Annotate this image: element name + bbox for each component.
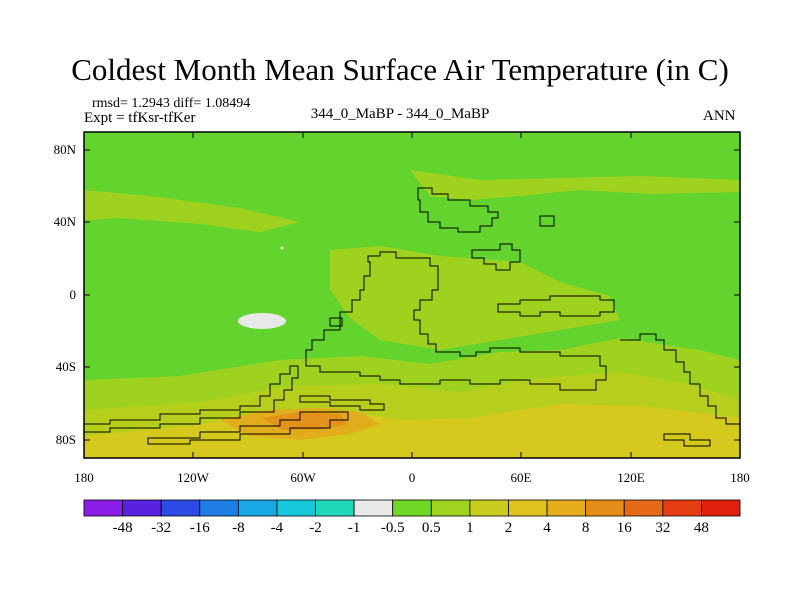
stats-line: rmsd= 1.2943 diff= 1.08494 (92, 96, 250, 112)
coast-central-continent (305, 251, 607, 391)
colorbar-swatch (546, 499, 587, 517)
lon-tick-label: 180 (74, 470, 94, 485)
colorbar-swatch (199, 499, 239, 517)
colorbar-label: -48 (112, 520, 133, 536)
colorbar-label: 0.5 (421, 520, 441, 536)
colorbar-label: 8 (581, 520, 590, 536)
colorbar-label: -4 (270, 520, 284, 536)
colorbar-swatch (83, 499, 123, 517)
colorbar-label: 1 (466, 520, 474, 536)
colorbar-swatch (508, 499, 548, 517)
colorbar (83, 499, 741, 517)
rmsd-value: rmsd= 1.2943 (92, 96, 170, 111)
experiment-label: Expt = tfKsr-tfKer (84, 110, 196, 126)
lat-tick-label: 40S (55, 359, 76, 374)
lon-tick-label: 60E (510, 470, 532, 485)
colorbar-swatch (160, 499, 201, 517)
coast-south-strip (299, 395, 385, 411)
colorbar-swatch (469, 499, 509, 517)
field-subtropic-band (84, 190, 300, 232)
lat-tick-label: 80N (53, 142, 76, 157)
case-comparison-label: 344_0_MaBP - 344_0_MaBP (310, 106, 490, 122)
colorbar-label: 32 (655, 520, 671, 536)
colorbar-label: -1 (347, 520, 361, 536)
colorbar-label: 48 (693, 520, 709, 536)
colorbar-label: 2 (504, 520, 513, 536)
colorbar-label: -0.5 (380, 520, 405, 536)
lat-tick-label: 80S (55, 432, 76, 447)
lat-tick-label: 40N (53, 214, 76, 229)
colorbar-swatch (701, 499, 741, 517)
colorbar-label: 4 (543, 520, 551, 536)
colorbar-swatch (430, 499, 471, 517)
colorbar-swatch (662, 499, 702, 517)
coast-southeast-island (663, 433, 711, 447)
colorbar-label: -8 (232, 520, 245, 536)
coast-southeast-continent (620, 333, 740, 425)
plot-title: Coldest Month Mean Surface Air Temperatu… (71, 52, 729, 87)
coast-central-west-island (329, 317, 343, 327)
axis-ticks (84, 132, 740, 458)
field-antarctic-darkorange (262, 412, 348, 430)
lon-tick-label: 60W (290, 470, 316, 485)
colorbar-swatch (237, 499, 278, 517)
coast-antarctic-ridge (147, 411, 349, 445)
colorbar-label: 16 (616, 520, 632, 536)
coast-east-continent (471, 243, 521, 271)
coastlines (84, 187, 740, 447)
colorbar-swatch (315, 499, 355, 517)
lon-tick-label: 180 (730, 470, 750, 485)
colorbar-swatch (392, 499, 432, 517)
colorbar-swatch (276, 499, 316, 517)
colorbar-swatch (623, 499, 664, 517)
map-field (84, 132, 740, 458)
season-label: ANN (703, 108, 736, 124)
lat-tick-label: 0 (69, 287, 77, 302)
coast-north-continent (417, 187, 499, 233)
colorbar-swatch (585, 499, 625, 517)
colorbar-swatch (353, 499, 394, 517)
field-north-land (410, 170, 740, 200)
coast-east-peninsula (497, 295, 615, 317)
colorbar-label: -32 (151, 520, 172, 536)
coast-north-island (539, 215, 555, 227)
coast-southwest-strip (84, 365, 299, 433)
colorbar-label: -2 (309, 520, 322, 536)
diff-value: diff= 1.08494 (173, 96, 251, 111)
colorbar-swatch (122, 499, 162, 517)
field-neutral-patch (238, 313, 286, 329)
lon-tick-label: 120E (617, 470, 645, 485)
field-tropics-land (330, 246, 620, 350)
colorbar-label: -16 (189, 520, 210, 536)
lon-tick-label: 0 (408, 470, 416, 485)
field-neutral-dot (280, 246, 284, 250)
lon-tick-label: 120W (177, 470, 209, 485)
